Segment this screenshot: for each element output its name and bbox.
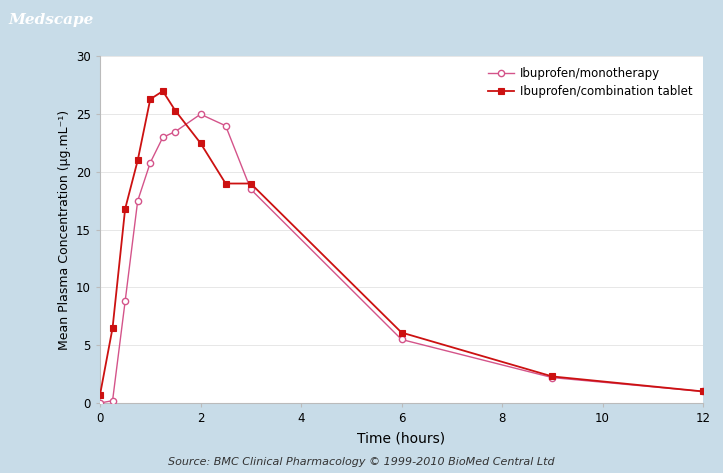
Ibuprofen/combination tablet: [108, 325, 117, 331]
Line: Ibuprofen/combination tablet: Ibuprofen/combination tablet: [97, 88, 706, 398]
Ibuprofen/monotherapy: [158, 134, 167, 140]
Ibuprofen/monotherapy: [171, 129, 180, 134]
Ibuprofen/monotherapy: [121, 298, 129, 304]
Ibuprofen/monotherapy: [95, 400, 104, 406]
Ibuprofen/combination tablet: [548, 374, 557, 379]
Ibuprofen/monotherapy: [698, 389, 707, 394]
Ibuprofen/monotherapy: [247, 186, 255, 192]
Ibuprofen/monotherapy: [133, 198, 142, 204]
Ibuprofen/combination tablet: [221, 181, 230, 186]
Ibuprofen/combination tablet: [698, 389, 707, 394]
Ibuprofen/combination tablet: [158, 88, 167, 94]
Ibuprofen/monotherapy: [146, 160, 155, 166]
Ibuprofen/combination tablet: [146, 96, 155, 102]
Ibuprofen/combination tablet: [95, 392, 104, 398]
Line: Ibuprofen/monotherapy: Ibuprofen/monotherapy: [97, 111, 706, 406]
Ibuprofen/monotherapy: [108, 398, 117, 403]
Text: Source: BMC Clinical Pharmacology © 1999-2010 BioMed Central Ltd: Source: BMC Clinical Pharmacology © 1999…: [168, 457, 555, 467]
Ibuprofen/combination tablet: [133, 158, 142, 163]
Text: Medscape: Medscape: [9, 13, 94, 27]
Ibuprofen/combination tablet: [397, 330, 406, 335]
Ibuprofen/monotherapy: [196, 111, 205, 117]
Ibuprofen/monotherapy: [397, 337, 406, 342]
Y-axis label: Mean Plasma Concentration (μg.mL⁻¹): Mean Plasma Concentration (μg.mL⁻¹): [58, 110, 71, 350]
X-axis label: Time (hours): Time (hours): [357, 432, 445, 446]
Ibuprofen/monotherapy: [221, 123, 230, 129]
Ibuprofen/combination tablet: [196, 140, 205, 146]
Ibuprofen/combination tablet: [247, 181, 255, 186]
Ibuprofen/combination tablet: [121, 206, 129, 212]
Legend: Ibuprofen/monotherapy, Ibuprofen/combination tablet: Ibuprofen/monotherapy, Ibuprofen/combina…: [483, 62, 697, 103]
Ibuprofen/monotherapy: [548, 375, 557, 380]
Ibuprofen/combination tablet: [171, 108, 180, 114]
